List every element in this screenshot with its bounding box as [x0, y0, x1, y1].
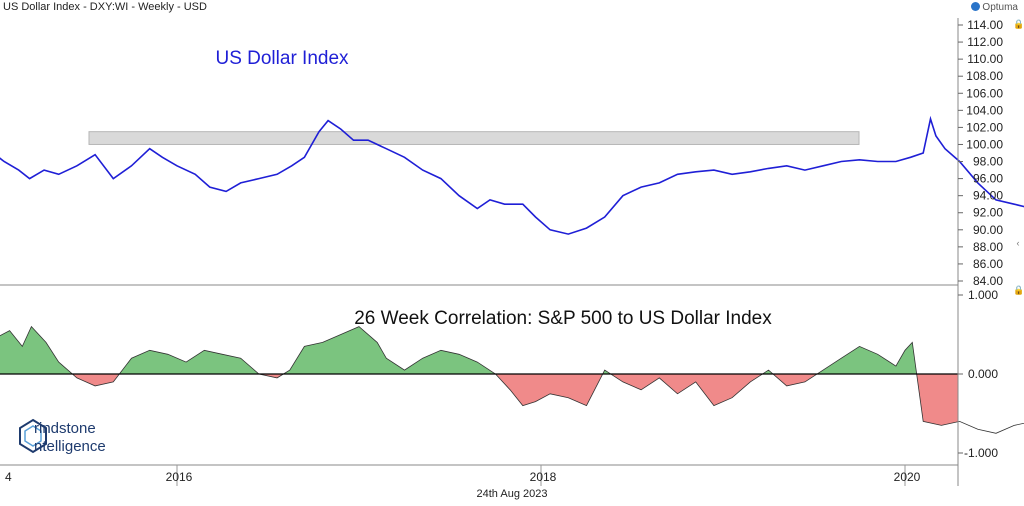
optuma-logo-text: Optuma [982, 2, 1018, 13]
price-y-tick-label: 104.00 [966, 103, 1003, 117]
price-y-tick-label: 98.00 [973, 155, 1003, 169]
lock-icon[interactable]: 🔒 [1013, 19, 1024, 29]
x-tick-label: 4 [5, 470, 12, 484]
price-series-line [0, 115, 1024, 235]
support-band [88, 131, 860, 145]
corr-y-tick-label: 0.000 [968, 367, 998, 381]
price-y-tick-label: 110.00 [967, 52, 1003, 66]
correlation-positive-area [0, 326, 958, 374]
corr-y-tick-label: 1.000 [968, 288, 998, 302]
price-y-tick-label: 112.00 [967, 35, 1003, 49]
correlation-line [0, 325, 1024, 434]
price-y-tick-label: 94.00 [973, 189, 1003, 203]
price-y-tick-label: 114.00 [967, 18, 1003, 32]
price-panel-title: US Dollar Index [215, 48, 349, 69]
x-tick-label: 2018 [530, 470, 557, 484]
price-y-tick-label: 102.00 [966, 120, 1003, 134]
price-y-tick-label: 108.00 [966, 69, 1003, 83]
x-tick-label: 2020 [894, 470, 921, 484]
price-y-tick-label: 90.00 [973, 223, 1003, 237]
x-tick-label: 2016 [166, 470, 193, 484]
optuma-logo: Optuma [971, 2, 1018, 13]
corr-y-tick-label: -1.000 [964, 446, 998, 460]
price-y-tick-label: 92.00 [973, 206, 1003, 220]
chart-header-title: US Dollar Index - DXY:WI - Weekly - USD [3, 1, 207, 13]
axes-layer: 114.00 112.00 110.00 108.00 106.00 104.00 102.… [0, 18, 1003, 486]
correlation-negative-area [0, 374, 958, 426]
price-y-tick-label: 100.00 [966, 137, 1003, 151]
price-y-tick-label: 88.00 [973, 240, 1003, 254]
company-name-line2: ntelligence [34, 438, 106, 455]
optuma-dot-icon [971, 2, 981, 11]
grindstone-logo-icon [19, 418, 47, 454]
lock-icon-lower[interactable]: 🔒 [1013, 285, 1024, 295]
correlation-panel: 26 Week Correlation: S&P 500 to US Dolla… [0, 308, 1024, 434]
price-y-tick-label: 106.00 [966, 86, 1003, 100]
price-y-tick-label: 96.00 [973, 172, 1003, 186]
price-y-tick-label: 86.00 [973, 257, 1003, 271]
company-name-line1: rindstone [34, 420, 96, 437]
price-panel: US Dollar Index [0, 48, 1024, 235]
price-y-tick-label: 84.00 [973, 274, 1003, 288]
chart-date-footer: 24th Aug 2023 [476, 488, 548, 500]
correlation-panel-title: 26 Week Correlation: S&P 500 to US Dolla… [354, 308, 772, 329]
collapse-left-icon[interactable]: ‹ [1016, 238, 1020, 248]
